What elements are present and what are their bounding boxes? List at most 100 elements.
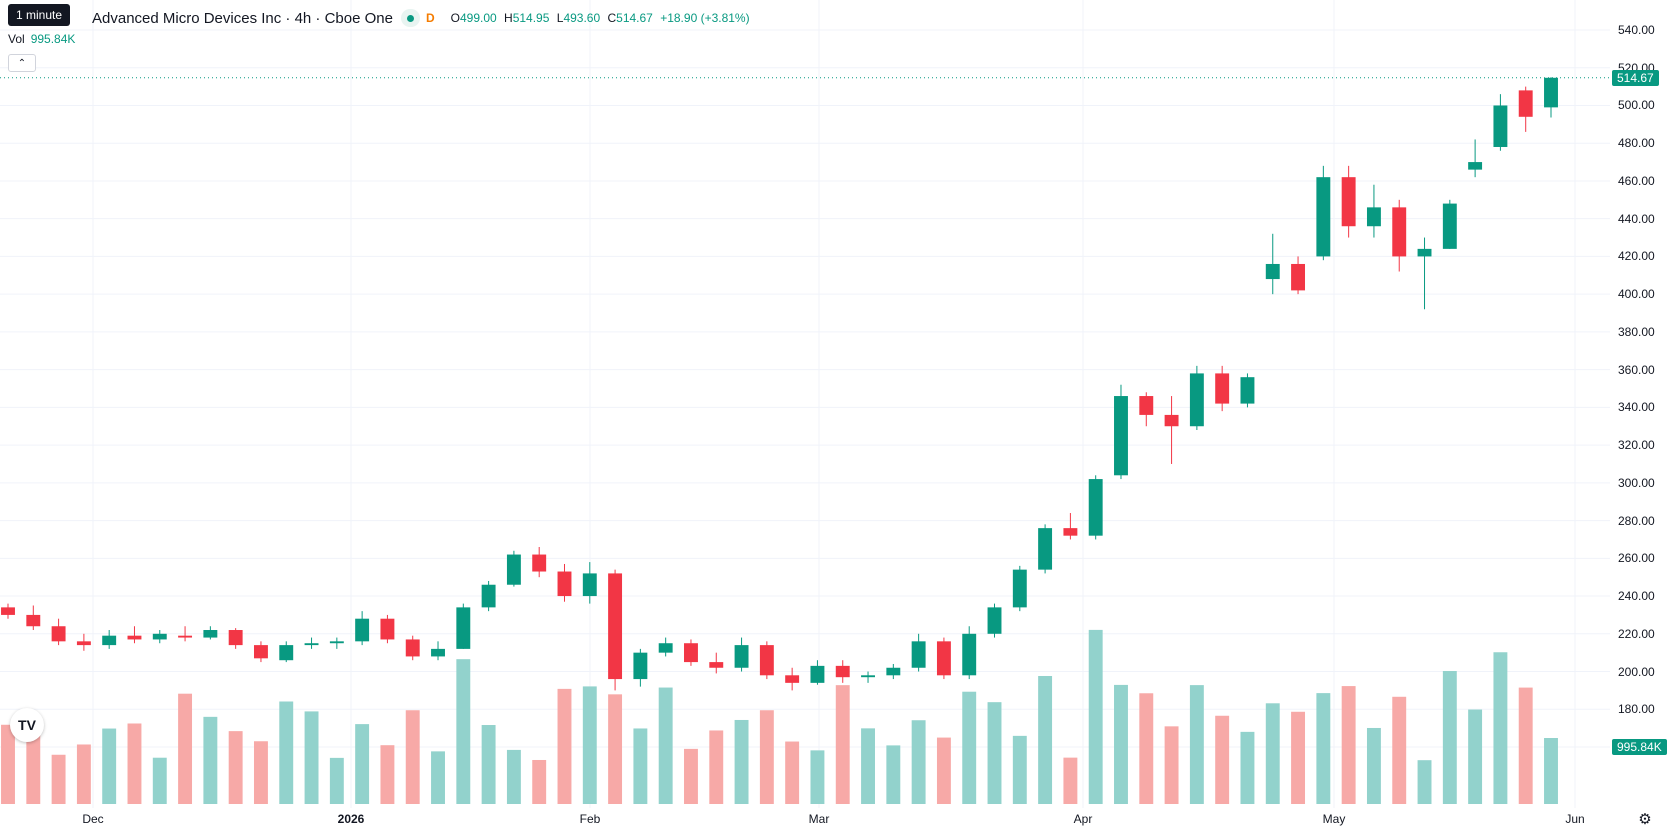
volume-bar — [1417, 760, 1432, 804]
close-value: 514.67 — [616, 11, 653, 25]
volume-bar — [1114, 684, 1128, 804]
volume-bar — [785, 741, 800, 804]
candle-body — [1012, 569, 1027, 608]
candle-body — [1442, 203, 1457, 249]
volume-bar — [279, 701, 294, 804]
price-axis-label: 280.00 — [1618, 513, 1655, 528]
time-axis-label: Jun — [1565, 812, 1585, 826]
open-value: 499.00 — [459, 11, 497, 25]
candle-body — [936, 641, 951, 676]
candle-body — [1341, 177, 1356, 227]
candle-body — [785, 675, 800, 683]
volume-bar — [734, 719, 749, 804]
collapse-legend-button[interactable]: ⌃ — [8, 54, 36, 72]
volume-bar — [203, 716, 218, 804]
volume-bar — [1012, 735, 1027, 804]
candle-body — [203, 630, 218, 638]
volume-bar — [962, 691, 977, 804]
volume-bar — [1, 724, 15, 804]
volume-legend: Vol 995.84K — [8, 32, 75, 46]
time-axis-label: May — [1322, 812, 1346, 826]
candle-body — [253, 645, 268, 659]
candle-body — [709, 662, 724, 668]
volume-bar — [633, 728, 648, 804]
price-axis-label: 300.00 — [1618, 475, 1655, 490]
volume-bar — [582, 686, 597, 804]
volume-bar — [405, 710, 420, 804]
volume-bar — [1265, 703, 1280, 804]
candle-body — [1164, 414, 1179, 427]
volume-bar — [557, 688, 572, 804]
chart-area[interactable] — [0, 0, 1610, 808]
price-axis-label: 380.00 — [1618, 324, 1655, 339]
volume-bar — [431, 751, 445, 804]
volume-bar — [1189, 685, 1204, 804]
time-axis-label: Mar — [808, 812, 830, 826]
candle-body — [26, 614, 41, 627]
candle-body — [1038, 528, 1053, 570]
gear-icon[interactable]: ⚙ — [1638, 811, 1652, 828]
candle-body — [1518, 90, 1533, 117]
symbol-legend: Advanced Micro Devices Inc · 4h · Cboe O… — [8, 8, 754, 28]
candle-body — [355, 618, 370, 642]
last-price-tag: 514.67 — [1612, 69, 1659, 86]
candle-body — [405, 639, 420, 657]
market-status-indicator[interactable] — [400, 9, 420, 27]
volume-bar — [684, 748, 698, 804]
chevron-up-icon: ⌃ — [17, 57, 27, 69]
high-label: H — [504, 11, 513, 25]
volume-bar — [1341, 686, 1356, 804]
symbol-title[interactable]: Advanced Micro Devices Inc · 4h · Cboe O… — [92, 9, 393, 27]
volume-bar — [759, 710, 774, 804]
price-chart[interactable] — [0, 0, 1610, 808]
low-value: 493.60 — [563, 11, 601, 25]
volume-bar — [1316, 693, 1331, 804]
volume-bar — [886, 745, 901, 804]
candle-body — [835, 665, 850, 678]
volume-bar — [1366, 727, 1381, 804]
close-label: C — [607, 11, 617, 25]
time-axis-label: Feb — [579, 812, 601, 826]
price-axis-label: 200.00 — [1618, 664, 1655, 679]
candle-body — [329, 641, 344, 644]
price-axis-label: 420.00 — [1618, 249, 1655, 264]
volume-bar — [709, 730, 724, 804]
volume-bar — [178, 693, 193, 804]
candle-body — [861, 675, 875, 678]
volume-bar — [1493, 652, 1508, 804]
volume-bar — [506, 749, 521, 804]
price-axis-label: 360.00 — [1618, 362, 1655, 377]
candle-body — [582, 573, 597, 597]
volume-bar — [835, 685, 850, 804]
candle-body — [456, 607, 471, 649]
candle-body — [51, 626, 66, 642]
volume-bar — [76, 744, 91, 804]
candle-body — [1114, 396, 1128, 476]
candle-body — [431, 648, 445, 657]
volume-bar — [532, 759, 547, 804]
volume-bar — [228, 731, 243, 804]
volume-label[interactable]: Vol — [8, 32, 25, 46]
candle-body — [1215, 373, 1230, 404]
ohlc-values: O499.00 H514.95 L493.60 C514.67 +18.90 (… — [451, 11, 754, 25]
candle-body — [886, 667, 901, 676]
volume-bar — [1291, 711, 1306, 804]
volume-bar — [1215, 715, 1230, 804]
volume-bar — [658, 687, 673, 804]
volume-bar — [1164, 726, 1179, 804]
time-axis-label: Dec — [82, 812, 104, 826]
tradingview-logo-icon[interactable]: TV — [10, 708, 44, 742]
volume-bar — [1240, 731, 1255, 804]
volume-bar — [329, 757, 344, 804]
data-type-badge[interactable]: D — [425, 11, 435, 25]
volume-bar — [51, 754, 66, 804]
volume-bar — [304, 711, 319, 804]
candle-body — [532, 554, 547, 572]
volume-value: 995.84K — [30, 32, 76, 46]
candle-body — [759, 645, 774, 676]
candle-body — [1139, 396, 1154, 415]
interval-tooltip: 1 minute — [8, 4, 71, 26]
candle-body — [304, 643, 319, 646]
high-value: 514.95 — [512, 11, 550, 25]
volume-bar — [253, 741, 268, 804]
